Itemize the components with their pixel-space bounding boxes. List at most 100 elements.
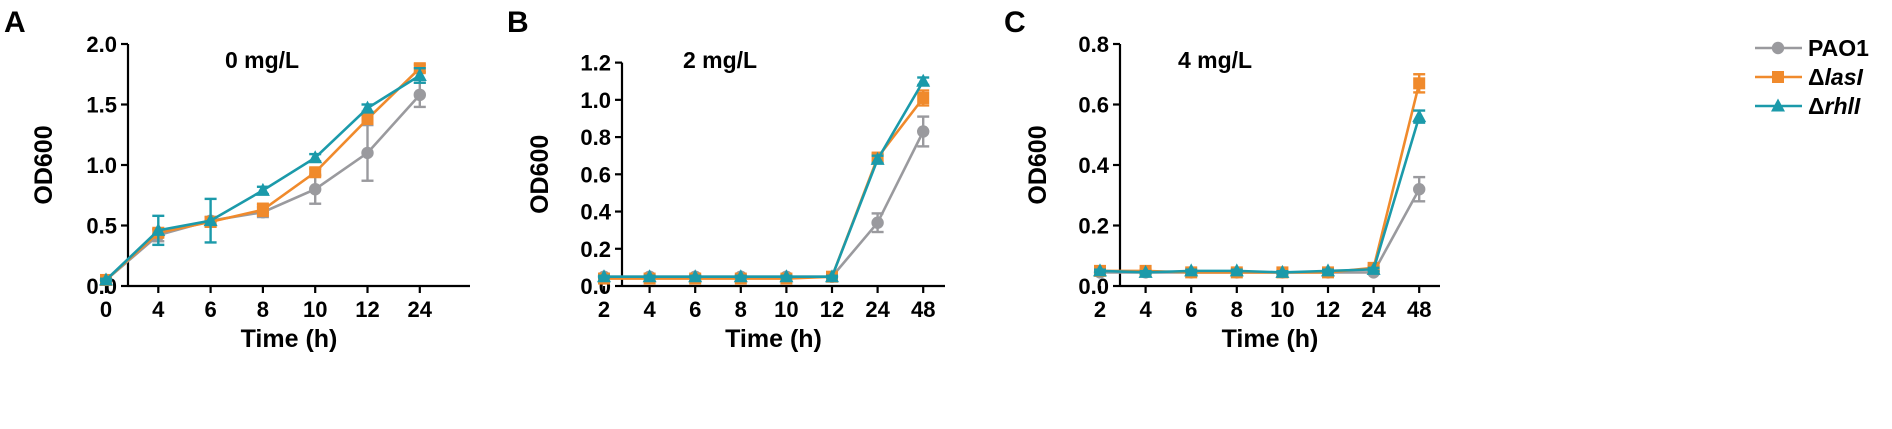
data-point	[361, 113, 374, 126]
y-tick-label: 1.2	[580, 51, 611, 76]
data-point	[597, 269, 611, 283]
x-tick-label: 24	[408, 297, 433, 322]
x-tick-label: 10	[774, 297, 798, 322]
data-point	[412, 67, 427, 81]
x-tick-label: 24	[1361, 297, 1386, 322]
x-tick-label: 0	[100, 297, 112, 322]
data-point	[917, 125, 930, 138]
y-tick-label: 0.0	[1078, 274, 1109, 299]
data-point	[1366, 261, 1381, 275]
data-point	[870, 151, 885, 165]
y-tick-label: 0.6	[1078, 93, 1109, 118]
legend-label-prefix: Δ	[1808, 93, 1825, 119]
data-point	[255, 182, 270, 196]
x-tick-label: 10	[303, 297, 327, 322]
series-delta-rhlI	[1093, 109, 1427, 278]
data-point	[1413, 183, 1426, 196]
data-point	[99, 272, 113, 286]
x-tick-label: 24	[865, 297, 890, 322]
series-line	[1099, 116, 1421, 274]
x-axis-title: Time (h)	[241, 325, 338, 353]
x-tick-label: 48	[1407, 297, 1431, 322]
data-point	[309, 166, 322, 179]
x-tick-label: 12	[355, 297, 379, 322]
x-tick-label: 4	[643, 297, 656, 322]
series-line	[1100, 188, 1421, 274]
legend-label-name: PAO1	[1808, 35, 1869, 61]
y-tick-label: 1.5	[86, 93, 117, 118]
y-tick-label: 0.8	[1078, 32, 1109, 57]
data-point	[916, 73, 931, 87]
chart-title: 2 mg/L	[683, 47, 757, 73]
x-tick-label: 4	[1139, 297, 1152, 322]
y-tick-label: 0.8	[580, 125, 611, 150]
data-point	[1093, 263, 1107, 277]
data-point	[871, 216, 884, 229]
data-point	[825, 269, 839, 283]
y-tick-label: 0.4	[1078, 153, 1109, 178]
x-tick-label: 10	[1270, 297, 1294, 322]
x-axis-title: Time (h)	[1222, 325, 1319, 353]
chart-title: 4 mg/L	[1178, 47, 1252, 73]
data-point	[642, 269, 657, 283]
series-delta-lasI	[598, 89, 930, 285]
data-point	[688, 269, 703, 283]
x-tick-label: 8	[1231, 297, 1243, 322]
series-line	[105, 74, 421, 281]
legend-label: ΔrhlI	[1808, 93, 1861, 119]
y-tick-label: 0.5	[86, 214, 117, 239]
y-axis-title: OD600	[526, 135, 554, 214]
x-tick-label: 4	[152, 297, 165, 322]
series-line	[1100, 83, 1421, 274]
x-tick-label: 2	[598, 297, 610, 322]
y-tick-label: 0.4	[580, 200, 611, 225]
legend-label: PAO1	[1808, 35, 1869, 61]
data-point	[256, 203, 269, 216]
data-point	[1321, 263, 1335, 277]
data-point	[779, 269, 794, 283]
x-tick-label: 6	[689, 297, 701, 322]
x-tick-label: 8	[735, 297, 747, 322]
series-line	[604, 80, 925, 278]
x-axis-title: Time (h)	[725, 325, 822, 353]
legend-marker-triangle	[1771, 98, 1785, 112]
data-point	[309, 183, 322, 196]
y-tick-label: 1.0	[86, 153, 117, 178]
panel-label: B	[507, 6, 529, 39]
data-point	[1229, 263, 1244, 277]
legend-marker-square	[1772, 71, 1784, 83]
y-axis-title: OD600	[1024, 125, 1052, 204]
legend-label-name: rhlI	[1825, 93, 1861, 119]
legend-label: ΔlasI	[1808, 64, 1864, 90]
x-tick-label: 12	[820, 297, 844, 322]
data-point	[917, 91, 930, 104]
x-tick-label: 48	[911, 297, 935, 322]
series-line	[105, 67, 421, 281]
data-point	[1413, 77, 1426, 90]
data-point	[361, 146, 374, 160]
series-PAO1	[597, 115, 930, 283]
series-line	[604, 97, 925, 280]
x-tick-label: 6	[1185, 297, 1197, 322]
y-tick-label: 2.0	[86, 32, 117, 57]
data-point	[733, 269, 748, 283]
y-tick-label: 0.2	[580, 237, 611, 262]
legend: PAO1 ΔlasI ΔrhlI	[1755, 35, 1869, 119]
series-delta-lasI	[100, 62, 426, 286]
legend-marker-circle	[1771, 41, 1785, 55]
y-axis-title: OD600	[30, 125, 58, 204]
y-tick-label: 1.0	[580, 88, 611, 113]
chart-title: 0 mg/L	[225, 47, 299, 73]
x-tick-label: 12	[1316, 297, 1340, 322]
y-tick-label: 0.2	[1078, 214, 1109, 239]
y-tick-label: 0.6	[580, 162, 611, 187]
data-point	[413, 88, 426, 102]
panel-label: A	[4, 6, 26, 39]
x-tick-label: 6	[204, 297, 216, 322]
series-delta-rhlI	[99, 66, 427, 286]
x-tick-label: 2	[1094, 297, 1106, 322]
